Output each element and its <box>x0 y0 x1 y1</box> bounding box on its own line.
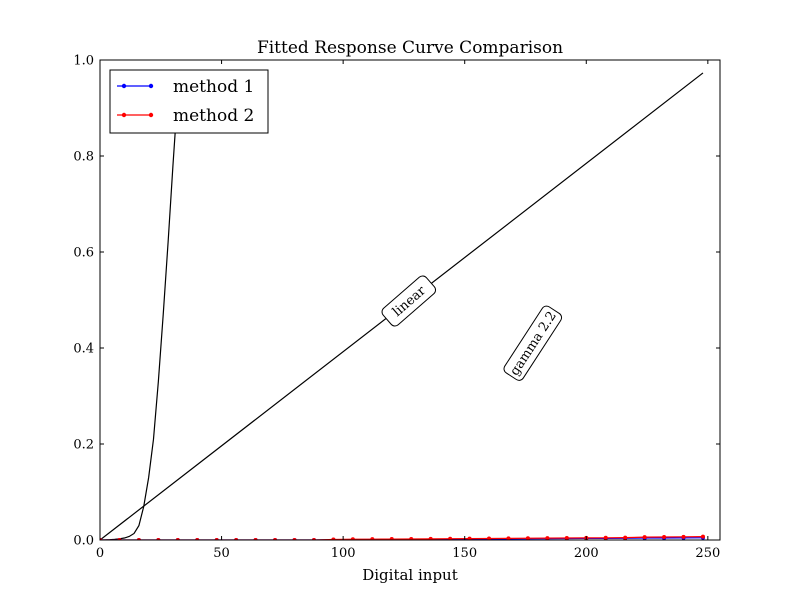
x-tick-label: 150 <box>452 546 477 561</box>
data-point-method-2 <box>350 537 355 540</box>
legend-label-method-2: method 2 <box>173 106 254 126</box>
data-point-method-2 <box>409 536 414 540</box>
data-point-method-2 <box>370 537 375 540</box>
legend-marker-method-2-a <box>121 112 127 118</box>
data-point-method-2 <box>506 536 511 540</box>
plot-area: linear gamma 2.2 <box>100 72 705 540</box>
annotation-box-gamma-2-2 <box>503 305 563 381</box>
x-axis-label: Digital input <box>362 566 458 584</box>
chart-title: Fitted Response Curve Comparison <box>257 38 563 58</box>
y-tick-label: 0.6 <box>73 246 94 261</box>
y-tick-label: 0.4 <box>73 342 94 357</box>
legend-marker-method-2-b <box>148 112 154 118</box>
legend: method 1 method 2 <box>109 69 269 134</box>
legend-marker-method-1-b <box>148 83 154 89</box>
legend-label-method-1: method 1 <box>173 77 254 97</box>
x-tick-label: 250 <box>695 546 720 561</box>
y-tick-label: 1.0 <box>73 54 94 69</box>
x-tick-label: 0 <box>96 546 104 561</box>
annotation-label-gamma-2-2: gamma 2.2 <box>507 309 560 379</box>
data-point-method-2 <box>467 536 472 540</box>
data-point-method-2 <box>623 535 628 540</box>
data-point-method-2 <box>487 536 492 540</box>
data-point-method-2 <box>603 535 608 540</box>
legend-box <box>109 69 269 134</box>
reference-curve-gamma-2-2 <box>100 129 176 540</box>
x-tick-label: 50 <box>213 546 230 561</box>
data-point-method-2 <box>564 536 569 540</box>
y-tick-label: 0.0 <box>73 534 94 549</box>
series-line-method-2 <box>100 536 703 540</box>
legend-marker-method-1-a <box>121 83 127 89</box>
x-tick-label: 100 <box>331 546 356 561</box>
data-point-method-2 <box>331 537 336 540</box>
data-point-method-2 <box>389 537 394 540</box>
data-point-method-2 <box>681 534 686 539</box>
x-tick-label: 200 <box>574 546 599 561</box>
data-point-method-2 <box>428 536 433 540</box>
data-point-method-2 <box>525 536 530 540</box>
data-point-method-2 <box>545 536 550 540</box>
plot-frame <box>99 59 721 541</box>
data-point-method-2 <box>642 535 647 540</box>
data-point-method-2 <box>700 534 705 539</box>
data-point-method-2 <box>662 534 667 539</box>
y-tick-label: 0.2 <box>73 438 94 453</box>
y-tick-label: 0.8 <box>73 150 94 165</box>
data-point-method-2 <box>448 536 453 540</box>
annotation-gamma-2-2: gamma 2.2 <box>503 305 563 381</box>
axis-ticks: 0 50 100 150 200 250 0.0 0.2 0.4 0.6 0.8 1.0 <box>73 54 720 562</box>
annotation-box-linear <box>381 275 437 327</box>
annotation-linear: linear <box>381 275 437 327</box>
